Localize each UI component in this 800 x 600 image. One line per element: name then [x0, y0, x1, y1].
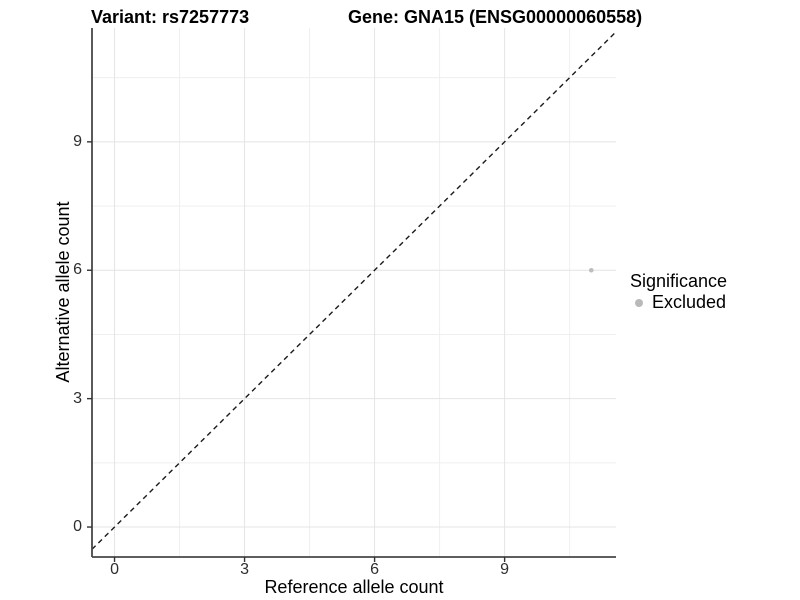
plot-title-gene: Gene: GNA15 (ENSG00000060558) [348, 7, 643, 27]
y-tick-label: 6 [73, 261, 82, 279]
axis-lines-and-ticks [87, 28, 616, 562]
y-tick-label: 3 [73, 389, 82, 407]
legend-point-icon [635, 298, 643, 307]
x-tick-label: 9 [500, 561, 510, 578]
legend-item-label: Excluded [652, 292, 727, 312]
legend-item-excluded: Excluded [628, 292, 798, 313]
x-axis-title: Reference allele count [264, 577, 444, 597]
identity-dashed-line [91, 31, 617, 550]
y-tick-label: 9 [73, 132, 82, 150]
x-tick-label: 3 [240, 561, 249, 578]
x-tick-label: 6 [370, 561, 380, 578]
x-tick-label: 0 [110, 561, 119, 578]
legend-key [628, 292, 650, 313]
minor-gridlines [92, 28, 616, 557]
legend-title: Significance [630, 271, 728, 291]
y-axis-title: Alternative allele count [53, 201, 73, 383]
data-point [588, 267, 594, 273]
geoms [91, 31, 617, 550]
legend: Significance Excluded [628, 270, 798, 313]
major-gridlines [92, 28, 616, 557]
y-tick-label: 0 [73, 518, 82, 536]
plot-title-variant: Variant: rs7257773 [91, 7, 250, 27]
legend-items: Excluded [628, 292, 798, 313]
